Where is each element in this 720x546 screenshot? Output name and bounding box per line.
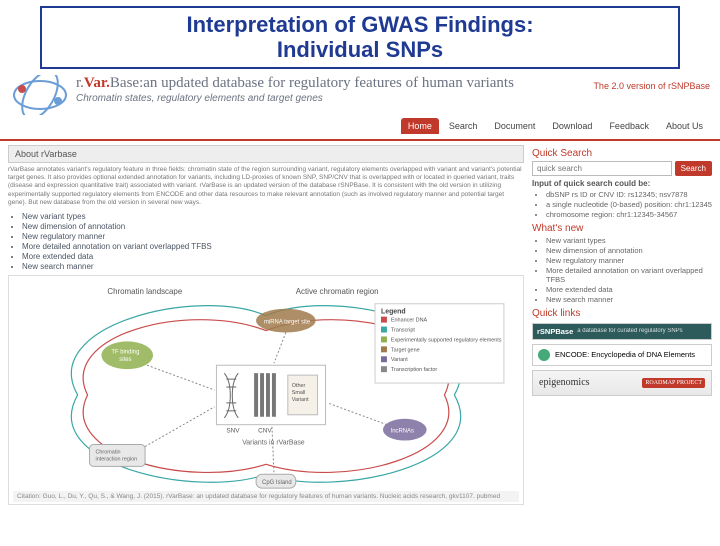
whatsnew-item: New search manner (546, 295, 712, 304)
search-input[interactable] (532, 161, 672, 176)
hint-item: chromosome region: chr1:12345-34567 (546, 210, 712, 219)
nav-about-us[interactable]: About Us (659, 118, 710, 134)
search-button[interactable]: Search (675, 161, 712, 176)
about-bullet: New dimension of annotation (22, 222, 524, 231)
about-bullet: New search manner (22, 262, 524, 271)
svg-text:Small: Small (292, 390, 306, 396)
svg-text:Chromatin: Chromatin (95, 449, 120, 455)
hint-item: dbSNP rs ID or CNV ID: rs12345; nsv7878 (546, 190, 712, 199)
diagram-title-left: Chromatin landscape (107, 287, 182, 296)
svg-text:interaction region: interaction region (95, 456, 137, 462)
link-epigenomics[interactable]: epigenomics ROADMAP PROJECT (532, 370, 712, 396)
svg-text:sites: sites (119, 357, 131, 363)
slide-title: Interpretation of GWAS Findings: Individ… (40, 6, 680, 69)
quick-links-title: Quick links (532, 308, 712, 319)
whatsnew-item: More detailed annotation on variant over… (546, 266, 712, 284)
nav-document[interactable]: Document (487, 118, 542, 134)
link-rsnpbase[interactable]: rSNPBase a database for curated regulato… (532, 323, 712, 340)
svg-text:Experimentally supported regul: Experimentally supported regulatory elem… (391, 337, 502, 343)
whatsnew-item: New variant types (546, 236, 712, 245)
nav-search[interactable]: Search (442, 118, 485, 134)
encode-icon (537, 348, 551, 362)
nav-feedback[interactable]: Feedback (602, 118, 656, 134)
about-bullets: New variant typesNew dimension of annota… (8, 212, 524, 271)
svg-text:SNV: SNV (226, 427, 240, 434)
svg-text:Variants in rVarBase: Variants in rVarBase (242, 439, 305, 446)
svg-text:Transcription factor: Transcription factor (391, 367, 438, 373)
title-line-2: Individual SNPs (277, 37, 443, 62)
version-note: The 2.0 version of rSNPBase (593, 81, 710, 91)
hint-heading: Input of quick search could be: (532, 179, 712, 188)
hint-item: a single nucleotide (0-based) position: … (546, 200, 712, 209)
hint-list: dbSNP rs ID or CNV ID: rs12345; nsv7878a… (532, 190, 712, 219)
svg-text:Legend: Legend (381, 308, 406, 315)
link-encode[interactable]: ENCODE: Encyclopedia of DNA Elements (532, 344, 712, 366)
svg-text:Variant: Variant (292, 397, 309, 403)
whats-new-list: New variant typesNew dimension of annota… (532, 236, 712, 304)
whatsnew-item: More extended data (546, 285, 712, 294)
site-logo (10, 75, 70, 115)
title-line-1: Interpretation of GWAS Findings: (186, 12, 533, 37)
site-header: r.Var.Base:an updated database for regul… (0, 73, 720, 115)
navbar: HomeSearchDocumentDownloadFeedbackAbout … (0, 115, 720, 141)
concept-diagram: Chromatin landscape Active chromatin reg… (8, 275, 524, 505)
svg-text:Variant: Variant (391, 357, 408, 363)
whats-new-title: What's new (532, 223, 712, 234)
nav-download[interactable]: Download (545, 118, 599, 134)
svg-text:Enhancer DNA: Enhancer DNA (391, 317, 428, 323)
about-bullet: More detailed annotation on variant over… (22, 242, 524, 251)
about-description: rVarBase annotates variant's regulatory … (8, 166, 524, 208)
svg-text:miRNA target site: miRNA target site (264, 319, 311, 325)
svg-text:Transcript: Transcript (391, 327, 415, 333)
about-bullet: New regulatory manner (22, 232, 524, 241)
svg-text:Target gene: Target gene (391, 347, 420, 353)
svg-text:CNV: CNV (258, 427, 272, 434)
svg-text:Other: Other (292, 383, 306, 389)
quick-search-title: Quick Search (532, 148, 712, 159)
svg-text:TF binding: TF binding (111, 349, 139, 355)
brand-tagline: Chromatin states, regulatory elements an… (76, 93, 593, 104)
about-bullet: More extended data (22, 252, 524, 261)
svg-text:lncRNAs: lncRNAs (391, 428, 414, 434)
about-panel-title: About rVarbase (8, 145, 524, 163)
citation: Citation: Guo, L., Du, Y., Qu, S., & Wan… (13, 491, 519, 502)
whatsnew-item: New dimension of annotation (546, 246, 712, 255)
about-bullet: New variant types (22, 212, 524, 221)
diagram-title-right: Active chromatin region (296, 287, 379, 296)
nav-home[interactable]: Home (401, 118, 439, 134)
svg-text:CpG Island: CpG Island (262, 480, 292, 486)
whatsnew-item: New regulatory manner (546, 256, 712, 265)
brand-title: r.Var.Base:an updated database for regul… (76, 75, 593, 92)
